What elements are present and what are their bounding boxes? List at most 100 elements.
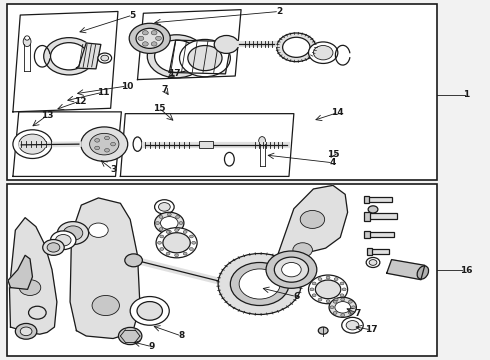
Circle shape [368,206,378,213]
Circle shape [333,300,337,303]
Circle shape [300,211,325,228]
Circle shape [179,40,230,77]
Polygon shape [8,255,32,289]
Circle shape [175,216,179,219]
Circle shape [159,228,163,230]
Text: 6: 6 [293,292,299,301]
Circle shape [342,288,346,291]
Text: 9: 9 [149,342,155,351]
Circle shape [159,216,163,219]
Circle shape [57,222,89,244]
Bar [364,212,370,221]
Text: 16: 16 [460,266,472,275]
Circle shape [50,231,76,249]
Circle shape [19,280,41,296]
Circle shape [156,36,161,41]
Circle shape [348,311,352,314]
Text: 14: 14 [332,108,344,117]
Circle shape [330,306,334,309]
Text: 7: 7 [162,85,168,94]
Text: 1: 1 [463,90,469,99]
Text: 12: 12 [74,96,86,105]
Circle shape [190,235,194,238]
Circle shape [282,262,301,277]
Text: 10: 10 [121,82,133,91]
Circle shape [92,296,120,316]
Circle shape [44,38,95,75]
Text: 7: 7 [354,309,361,318]
Text: 13: 13 [41,111,53,120]
Circle shape [155,40,198,72]
Circle shape [218,253,301,315]
Circle shape [333,311,337,314]
Circle shape [20,327,32,336]
Circle shape [369,260,377,265]
Circle shape [95,139,99,142]
Circle shape [174,254,178,257]
Circle shape [312,282,316,285]
Ellipse shape [133,137,142,151]
Polygon shape [13,112,122,176]
Circle shape [167,230,171,233]
Circle shape [130,297,169,325]
Bar [6,184,437,356]
Circle shape [340,294,344,297]
Text: 8: 8 [178,332,185,341]
Circle shape [104,136,109,140]
Circle shape [309,275,347,304]
Circle shape [346,320,359,330]
Ellipse shape [417,266,429,279]
Circle shape [341,314,344,317]
Circle shape [277,33,316,62]
Circle shape [63,226,83,240]
Circle shape [351,306,355,309]
Circle shape [19,134,46,154]
Circle shape [156,228,197,258]
Circle shape [283,37,310,57]
Ellipse shape [259,136,266,145]
Polygon shape [278,185,347,266]
Circle shape [151,42,157,46]
Text: 11: 11 [97,87,110,96]
Circle shape [160,235,164,238]
Bar [364,230,370,238]
Circle shape [190,248,194,251]
Circle shape [89,223,108,237]
Circle shape [366,257,380,267]
Text: 2: 2 [276,7,282,16]
Bar [198,140,213,148]
Circle shape [166,252,170,255]
Circle shape [183,230,187,233]
Text: 17: 17 [365,325,377,334]
Circle shape [13,130,52,158]
Polygon shape [76,43,101,69]
Circle shape [160,217,178,229]
Circle shape [341,298,344,301]
Circle shape [166,230,170,233]
Text: 4: 4 [330,158,336,167]
Polygon shape [387,260,425,280]
Polygon shape [121,114,294,176]
Circle shape [55,234,71,246]
Circle shape [163,233,190,253]
Circle shape [160,248,164,251]
Circle shape [318,298,322,301]
Bar [367,231,394,237]
Circle shape [143,31,148,35]
Circle shape [310,288,314,291]
Circle shape [125,254,143,267]
Circle shape [158,241,161,244]
Circle shape [335,302,350,313]
Circle shape [101,55,109,61]
Circle shape [159,203,170,211]
Circle shape [266,251,317,288]
Circle shape [342,318,363,333]
Circle shape [348,300,352,303]
Circle shape [43,239,64,255]
Text: 17: 17 [168,69,180,78]
Circle shape [98,53,112,63]
Circle shape [136,28,163,48]
Bar [369,249,389,253]
Circle shape [119,327,142,345]
Circle shape [293,243,313,257]
